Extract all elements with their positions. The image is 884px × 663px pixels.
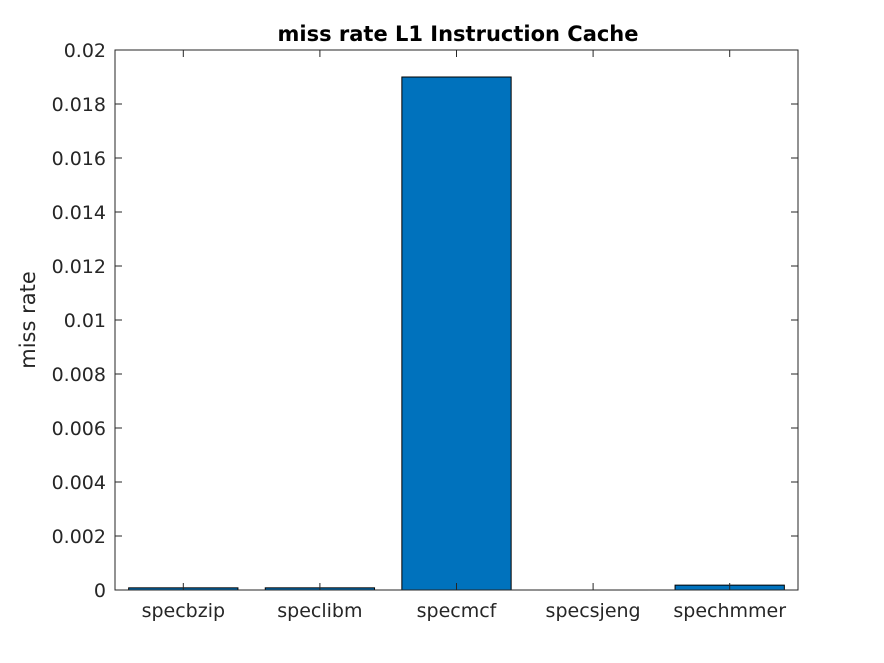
bar-specmcf: [401, 76, 512, 591]
y-tick-label: 0.018: [52, 94, 106, 116]
x-tick-label-spechmmer: spechmmer: [673, 600, 786, 622]
x-tick-label-specsjeng: specsjeng: [546, 600, 641, 622]
chart-title: miss rate L1 Instruction Cache: [277, 22, 638, 46]
y-tick-label: 0.002: [52, 526, 106, 548]
y-tick-label: 0: [94, 580, 106, 602]
x-tick-label-specmcf: specmcf: [417, 600, 498, 622]
y-tick-label: 0.014: [52, 202, 106, 224]
y-axis-label: miss rate: [16, 271, 40, 369]
y-tick-label: 0.004: [52, 472, 106, 494]
y-tick-label: 0.008: [52, 364, 106, 386]
y-tick-label: 0.016: [52, 148, 106, 170]
x-ticks-group: specbzip speclibm specmcf specsjeng spechmme…: [142, 50, 786, 622]
y-tick-label: 0.006: [52, 418, 106, 440]
bars-group: [128, 76, 785, 591]
y-ticks-group: 0 0.002 0.004 0.006 0.008 0.01 0.012 0.014 0.016…: [52, 40, 798, 602]
x-tick-label-speclibm: speclibm: [277, 600, 362, 622]
y-tick-label: 0.01: [64, 310, 106, 332]
y-tick-label: 0.012: [52, 256, 106, 278]
y-tick-label: 0.02: [64, 40, 106, 62]
x-tick-label-specbzip: specbzip: [142, 600, 225, 622]
